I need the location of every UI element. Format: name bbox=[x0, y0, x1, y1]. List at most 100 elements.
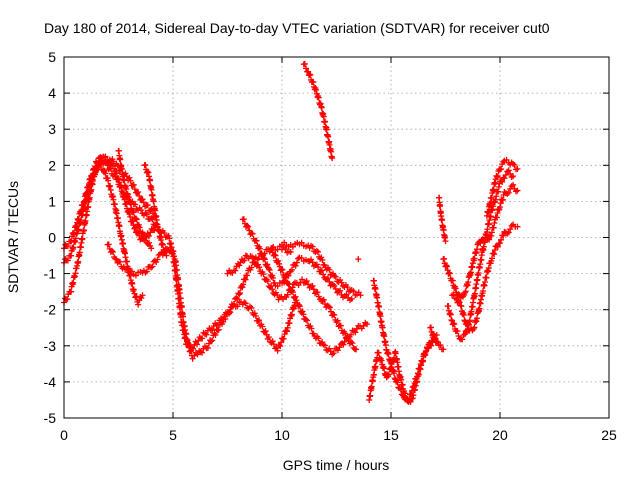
data-point bbox=[388, 361, 395, 368]
data-point bbox=[483, 274, 490, 281]
series-sat-q bbox=[444, 167, 517, 343]
data-point bbox=[131, 186, 138, 193]
x-tick-label: 15 bbox=[383, 427, 399, 443]
data-point bbox=[497, 204, 503, 211]
data-point bbox=[471, 255, 478, 262]
data-point bbox=[166, 235, 173, 242]
data-point bbox=[330, 350, 337, 357]
data-point bbox=[392, 350, 399, 357]
data-point bbox=[343, 291, 350, 298]
data-point bbox=[256, 317, 263, 324]
data-point bbox=[261, 256, 268, 263]
data-point bbox=[378, 357, 385, 364]
data-point bbox=[121, 177, 128, 184]
data-point bbox=[242, 276, 249, 283]
data-point bbox=[133, 216, 140, 223]
data-point bbox=[212, 331, 219, 338]
data-point bbox=[440, 346, 447, 353]
data-point bbox=[269, 338, 276, 345]
y-tick-label: -1 bbox=[44, 266, 57, 282]
data-point bbox=[234, 296, 241, 303]
data-point bbox=[320, 113, 327, 120]
data-point bbox=[298, 254, 305, 261]
data-point bbox=[360, 322, 367, 329]
data-point bbox=[474, 276, 481, 283]
data-point bbox=[455, 298, 462, 305]
data-point bbox=[152, 207, 159, 214]
data-point bbox=[458, 303, 465, 310]
data-point bbox=[282, 245, 289, 252]
data-point bbox=[277, 343, 284, 350]
data-point bbox=[391, 370, 398, 377]
data-point bbox=[303, 278, 310, 285]
series-sat-t bbox=[435, 194, 449, 245]
data-point bbox=[72, 222, 79, 229]
data-point bbox=[124, 191, 131, 198]
series-sat-s bbox=[483, 156, 521, 219]
data-point bbox=[170, 253, 177, 260]
data-point bbox=[234, 303, 241, 310]
data-point bbox=[337, 322, 344, 329]
y-tick-label: 2 bbox=[48, 157, 56, 173]
data-point bbox=[142, 234, 149, 241]
data-point bbox=[275, 260, 282, 267]
data-point bbox=[315, 94, 322, 101]
data-point bbox=[296, 303, 303, 310]
data-point bbox=[209, 326, 216, 333]
data-point bbox=[204, 344, 211, 351]
data-point bbox=[139, 196, 146, 203]
data-point bbox=[498, 166, 505, 173]
x-tick-label: 5 bbox=[169, 427, 177, 443]
data-point bbox=[138, 207, 145, 214]
y-axis-label: SDTVAR / TECUs bbox=[5, 181, 21, 293]
data-point bbox=[451, 321, 458, 328]
data-point bbox=[132, 215, 139, 222]
data-point bbox=[135, 301, 142, 308]
data-point bbox=[81, 227, 88, 234]
data-point bbox=[514, 187, 521, 194]
data-point bbox=[325, 303, 332, 310]
data-point bbox=[514, 223, 521, 230]
data-point bbox=[456, 299, 463, 306]
data-point bbox=[467, 269, 474, 276]
data-point bbox=[105, 241, 112, 248]
data-point bbox=[376, 303, 383, 310]
data-point bbox=[318, 267, 325, 274]
data-point bbox=[326, 266, 333, 273]
data-point bbox=[184, 341, 191, 348]
data-point bbox=[284, 291, 291, 298]
y-tick-label: -5 bbox=[44, 410, 57, 426]
data-point bbox=[251, 256, 258, 263]
data-point bbox=[70, 244, 77, 251]
data-point bbox=[320, 296, 327, 303]
data-point bbox=[491, 247, 498, 254]
data-point bbox=[146, 239, 153, 246]
data-point bbox=[232, 267, 239, 274]
data-point bbox=[336, 344, 343, 351]
data-point bbox=[491, 251, 498, 258]
data-point bbox=[64, 296, 71, 303]
data-point bbox=[265, 266, 272, 273]
y-tick-label: 1 bbox=[48, 193, 56, 209]
data-point bbox=[150, 198, 157, 205]
data-point bbox=[143, 211, 150, 218]
data-point bbox=[265, 334, 272, 341]
data-point bbox=[102, 153, 109, 160]
data-point bbox=[103, 159, 110, 166]
data-point bbox=[236, 291, 243, 298]
data-point bbox=[500, 158, 507, 165]
data-point bbox=[220, 316, 227, 323]
x-tick-label: 10 bbox=[274, 427, 290, 443]
y-tick-label: 0 bbox=[48, 230, 56, 246]
data-point bbox=[97, 154, 104, 161]
data-point bbox=[215, 326, 222, 333]
data-point bbox=[344, 284, 351, 291]
data-point bbox=[81, 205, 88, 212]
data-point bbox=[489, 255, 496, 262]
data-point bbox=[314, 248, 321, 255]
data-point bbox=[497, 200, 504, 207]
data-point bbox=[255, 317, 262, 324]
data-point bbox=[348, 339, 355, 346]
data-point bbox=[156, 228, 163, 235]
